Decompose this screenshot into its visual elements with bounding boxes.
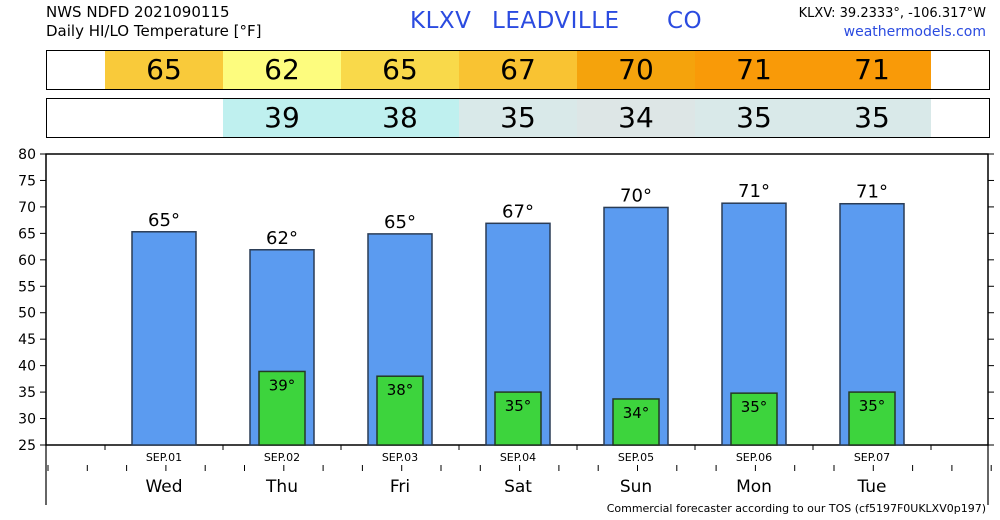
x-date-label: SEP.04 — [500, 451, 536, 464]
header-left: NWS NDFD 2021090115 Daily HI/LO Temperat… — [46, 3, 262, 41]
y-tick-label: 40 — [18, 359, 36, 375]
y-tick-label: 35 — [18, 385, 36, 401]
y-tick-label: 45 — [18, 332, 36, 348]
model-run: NWS NDFD 2021090115 — [46, 3, 230, 21]
hi-cell-5: 70 — [577, 51, 695, 89]
y-tick-label: 50 — [18, 306, 36, 322]
x-date-label: SEP.05 — [618, 451, 654, 464]
x-date-label: SEP.06 — [736, 451, 772, 464]
station-name: LEADVILLE — [492, 8, 620, 34]
lo-cell-4: 35 — [459, 99, 577, 137]
y-tick-label: 65 — [18, 226, 36, 242]
station-coords: KLXV: 39.2333°, -106.317°W — [798, 6, 986, 21]
y-tick-label: 70 — [18, 200, 36, 216]
y-tick-label: 60 — [18, 253, 36, 269]
site-link[interactable]: weathermodels.com — [843, 24, 986, 40]
x-date-label: SEP.03 — [382, 451, 418, 464]
hi-bar-label: 67° — [502, 201, 534, 222]
hi-bar — [131, 231, 197, 446]
station-state: CO — [667, 8, 703, 34]
y-tick-label: 80 — [18, 147, 36, 163]
y-tick-label: 25 — [18, 438, 36, 454]
x-day-label: Tue — [856, 477, 886, 497]
hi-bar-label: 65° — [148, 210, 180, 231]
x-date-label: SEP.01 — [146, 451, 182, 464]
hi-cell-7: 71 — [813, 51, 931, 89]
footer-note: Commercial forecaster according to our T… — [606, 502, 986, 515]
lo-cell-5: 34 — [577, 99, 695, 137]
lo-bar — [376, 375, 424, 446]
y-tick-label: 55 — [18, 279, 36, 295]
x-day-label: Sat — [504, 477, 532, 497]
lo-bar — [494, 391, 542, 446]
x-day-label: Thu — [265, 477, 298, 497]
hi-cell-1: 65 — [105, 51, 223, 89]
lo-bar-label: 39° — [269, 376, 296, 394]
hi-bar-label: 71° — [856, 182, 888, 203]
hi-cell-2: 62 — [223, 51, 341, 89]
y-tick-label: 75 — [18, 173, 36, 189]
lo-bar-label: 35° — [505, 397, 532, 415]
y-tick-label: 30 — [18, 412, 36, 428]
hi-bar-label: 65° — [384, 212, 416, 233]
x-day-label: Sun — [620, 477, 652, 497]
lo-cell-7: 35 — [813, 99, 931, 137]
lo-bar-label: 34° — [623, 404, 650, 422]
lo-bar-label: 38° — [387, 381, 414, 399]
product-name: Daily HI/LO Temperature [°F] — [46, 22, 262, 40]
lo-cell-2: 39 — [223, 99, 341, 137]
lo-bar — [612, 398, 660, 446]
lo-cell-1 — [105, 99, 223, 137]
lo-cell-6: 35 — [695, 99, 813, 137]
hi-temperature-band: 65 62 65 67 70 71 71 — [46, 50, 990, 90]
lo-cell-3: 38 — [341, 99, 459, 137]
x-day-label: Mon — [736, 477, 772, 497]
hi-bar-label: 70° — [620, 185, 652, 206]
lo-bar — [730, 392, 778, 446]
station-id: KLXV — [410, 8, 472, 34]
lo-bar-label: 35° — [859, 397, 886, 415]
header-right: KLXV: 39.2333°, -106.317°W weathermodels… — [799, 4, 986, 42]
x-day-label: Fri — [390, 477, 410, 497]
hi-cell-3: 65 — [341, 51, 459, 89]
hi-cell-4: 67 — [459, 51, 577, 89]
lo-temperature-band: 39 38 35 34 35 35 — [46, 98, 990, 138]
lo-bar — [848, 391, 896, 446]
lo-bar-label: 35° — [741, 398, 768, 416]
hi-bar-label: 71° — [738, 181, 770, 202]
x-date-label: SEP.07 — [854, 451, 890, 464]
x-date-label: SEP.02 — [264, 451, 300, 464]
hi-cell-6: 71 — [695, 51, 813, 89]
lo-bar — [258, 370, 306, 446]
hi-bar-label: 62° — [266, 228, 298, 249]
x-day-label: Wed — [145, 477, 182, 497]
